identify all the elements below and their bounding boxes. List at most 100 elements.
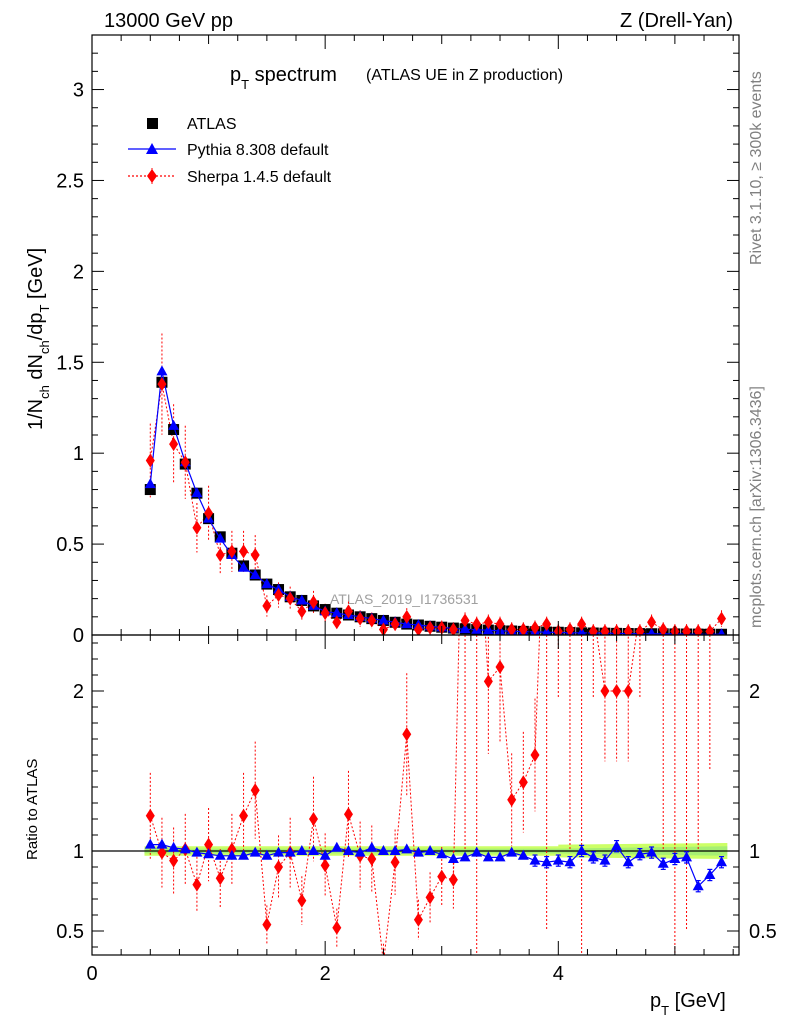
sherpa-point xyxy=(705,624,715,635)
ratio-pythia-point xyxy=(424,845,436,855)
axes: 00.511.522.530 2 40.5 0.51 12 2 xyxy=(56,34,777,985)
ratio-pythia-point xyxy=(657,857,669,868)
sherpa-point xyxy=(157,377,167,392)
ratio-sherpa-point xyxy=(577,524,586,538)
ratio-pythia-point xyxy=(412,846,424,857)
legend-label-atlas: ATLAS xyxy=(187,116,237,133)
ratio-pythia-point xyxy=(249,846,261,857)
ratio-sherpa-point xyxy=(589,604,598,618)
pythia-point xyxy=(214,532,226,543)
ratio-sherpa-point xyxy=(402,727,412,742)
ratio-pythia-point xyxy=(576,845,588,855)
ratio-pythia-point xyxy=(377,845,389,855)
pythia-point xyxy=(249,569,261,579)
ratio-sherpa-point xyxy=(542,444,551,458)
ratio-ytick-label-left: 1 xyxy=(73,841,84,863)
ratio-xtick-label: 0 xyxy=(86,963,97,985)
legend-label-pythia: Pythia 8.308 default xyxy=(187,142,329,159)
ratio-sherpa-point xyxy=(204,837,214,852)
ratio-sherpa-point xyxy=(437,869,447,884)
ratio-sherpa-point xyxy=(507,792,517,807)
sherpa-point xyxy=(192,520,202,535)
ratio-sherpa-point xyxy=(705,284,714,298)
pythia-point xyxy=(156,365,168,376)
ratio-sherpa-point xyxy=(612,684,622,698)
ratio-pythia-point xyxy=(634,848,646,859)
ratio-sherpa-point xyxy=(659,364,668,378)
ratio-sherpa-point xyxy=(215,871,225,886)
ratio-ytick-label-left: 2 xyxy=(73,681,84,703)
sherpa-point xyxy=(483,615,493,630)
sherpa-point xyxy=(169,437,179,452)
sherpa-point xyxy=(367,613,377,628)
sherpa-point xyxy=(530,620,540,635)
ratio-pythia-point xyxy=(366,841,378,852)
ratio-pythia-point xyxy=(238,849,250,860)
ratio-sherpa-point xyxy=(379,956,388,970)
ratio-pythia-point xyxy=(587,851,599,862)
ratio-sherpa-point xyxy=(332,920,342,935)
ratio-pythia-point xyxy=(226,849,238,860)
sherpa-point xyxy=(343,604,353,619)
ratio-pythia-point xyxy=(354,846,366,857)
title-sub: T xyxy=(241,77,249,92)
legend-marker-pythia xyxy=(146,143,158,154)
ratio-sherpa-point xyxy=(623,684,633,698)
ratio-pythia-point xyxy=(261,849,273,860)
sherpa-point xyxy=(332,615,342,630)
main-ytick-label: 3 xyxy=(73,80,84,102)
sherpa-point xyxy=(355,611,365,626)
main-ylabel: 1/Nch dNch/dpT [GeV] xyxy=(25,248,52,430)
ratio-sherpa-point xyxy=(694,364,703,378)
sherpa-point xyxy=(717,611,727,626)
sherpa-point xyxy=(658,622,668,635)
chart-title: pT spectrum xyxy=(230,64,337,92)
ratio-pythia-point xyxy=(692,880,704,891)
ratio-sherpa-point xyxy=(297,893,307,908)
ratio-pythia-point xyxy=(611,840,623,851)
ratio-pythia-point xyxy=(471,846,483,857)
ratio-sherpa-line xyxy=(149,635,637,955)
sherpa-point xyxy=(215,548,225,562)
ratio-pythia-point xyxy=(156,838,168,849)
pythia-point xyxy=(261,578,273,589)
ratio-pythia-point xyxy=(704,869,716,879)
analysis-watermark: ATLAS_2019_I1736531 xyxy=(330,591,479,607)
legend-marker-atlas xyxy=(147,118,158,129)
sherpa-point xyxy=(227,544,237,559)
atlas-point xyxy=(144,484,156,496)
ratio-sherpa-point xyxy=(425,890,435,905)
ratio-pythia-point xyxy=(669,853,681,863)
chart-subtitle: (ATLAS UE in Z production) xyxy=(366,67,563,84)
sherpa-point xyxy=(588,624,598,635)
ratio-sherpa-point xyxy=(320,858,330,873)
sherpa-point xyxy=(204,506,214,521)
sherpa-point xyxy=(425,620,435,635)
process-label: Z (Drell-Yan) xyxy=(620,10,733,32)
sherpa-point xyxy=(693,624,703,635)
ratio-sherpa-point xyxy=(530,748,540,762)
ratio-sherpa-point xyxy=(308,812,318,826)
ratio-pythia-point xyxy=(436,848,448,859)
sherpa-line xyxy=(149,383,722,632)
legend: ATLAS Pythia 8.308 default Sherpa 1.4.5 … xyxy=(128,116,332,186)
sherpa-point xyxy=(285,591,295,606)
pythia-point xyxy=(331,607,343,618)
sherpa-point xyxy=(239,544,249,559)
ratio-sherpa-point xyxy=(390,855,400,870)
ratio-pythia-point xyxy=(389,845,401,855)
ratio-ytick-label-right: 2 xyxy=(749,681,760,703)
ratio-pythia-point xyxy=(622,856,634,867)
ratio-ytick-label-left: 0.5 xyxy=(56,921,84,943)
ratio-pythia-point xyxy=(564,856,576,867)
ratio-sherpa-point xyxy=(495,660,505,674)
sherpa-point xyxy=(297,604,307,619)
ratio-xtick-label: 2 xyxy=(320,963,331,985)
ratio-sherpa-point xyxy=(448,872,458,887)
ratio-pythia-point xyxy=(191,846,203,857)
sherpa-point xyxy=(308,595,318,610)
sherpa-point xyxy=(145,453,155,468)
ratio-pythia-point xyxy=(168,841,180,852)
sherpa-point xyxy=(460,613,470,628)
sherpa-point xyxy=(262,598,272,613)
